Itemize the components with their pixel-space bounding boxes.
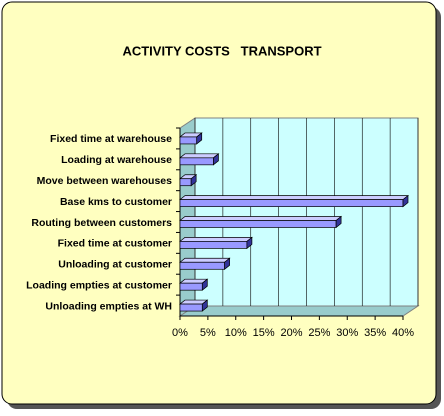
- bar-end: [335, 215, 342, 229]
- bar: [179, 220, 337, 228]
- bar: [179, 282, 203, 291]
- bar-top: [179, 153, 220, 159]
- bar-end: [402, 194, 409, 208]
- y-tick-label: Fixed time at warehouse: [50, 133, 172, 145]
- bar-end: [201, 278, 208, 291]
- y-tick-label: Move between warehouses: [37, 175, 173, 187]
- y-tick-label: Base kms to customer: [60, 196, 172, 208]
- y-tick-label: Loading empties at customer: [26, 279, 172, 291]
- bar: [179, 157, 214, 166]
- bar: [179, 199, 404, 207]
- y-tick-label: Fixed time at customer: [58, 238, 172, 250]
- y-tick-label: Loading at warehouse: [61, 154, 172, 166]
- bar-end: [201, 299, 208, 312]
- x-tick-label: 30%: [336, 327, 358, 339]
- bar-end: [196, 132, 203, 145]
- floor: [178, 305, 420, 317]
- bar-top: [179, 257, 231, 263]
- x-tick-label: 40%: [392, 327, 414, 339]
- x-tick-label: 10%: [225, 327, 247, 339]
- bar: [179, 241, 248, 249]
- x-tick-label: 20%: [280, 327, 302, 339]
- bar: [179, 178, 192, 187]
- x-tick-label: 35%: [364, 327, 386, 339]
- y-tick-label: Unloading empties at WH: [45, 300, 172, 312]
- x-tick-label: 5%: [200, 327, 216, 339]
- bar: [179, 136, 198, 145]
- y-tick-label: Unloading at customer: [58, 259, 172, 271]
- bar-end: [213, 153, 219, 166]
- x-tick-label: 15%: [253, 327, 275, 339]
- bar-end: [246, 236, 253, 250]
- y-tick-label: Routing between customers: [31, 217, 172, 229]
- bar: [179, 261, 225, 270]
- x-tick-label: 25%: [308, 327, 330, 339]
- bar-top: [179, 195, 409, 200]
- bar-top: [179, 237, 253, 242]
- x-tick-label: 0%: [172, 327, 188, 339]
- bar: [179, 303, 203, 312]
- chart-title: ACTIVITY COSTS TRANSPORT: [122, 43, 321, 58]
- bar-top: [179, 216, 343, 221]
- bar-end: [224, 257, 230, 271]
- bar-end: [190, 173, 197, 187]
